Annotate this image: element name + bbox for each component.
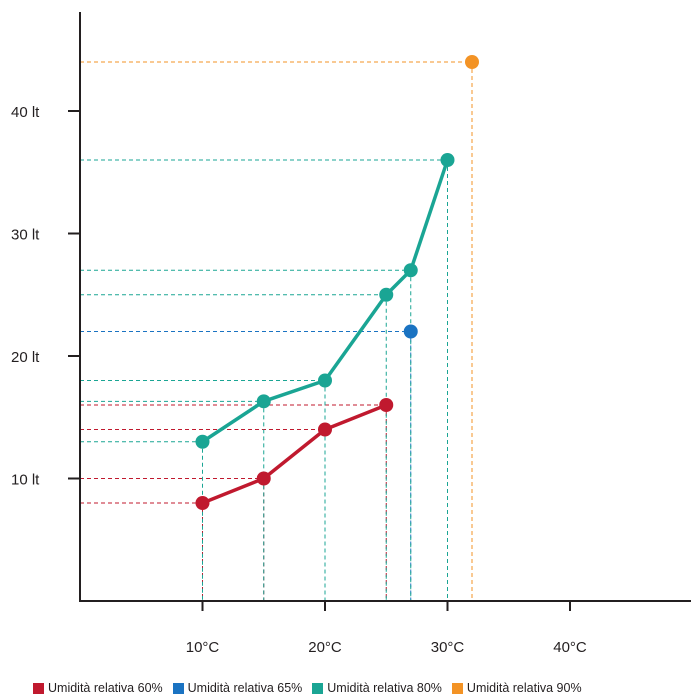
legend-item-90: Umidità relativa 90% [451,681,582,695]
series-line [201,403,387,505]
legend-swatch-65 [172,682,184,694]
legend-label-90: Umidità relativa 90% [466,681,582,695]
legend-swatch-80 [312,682,324,694]
legend-swatch-90 [451,682,463,694]
x-tick-label: 30°C [431,639,465,656]
series-line [201,159,450,444]
series-lines [201,159,450,505]
x-tick-label: 40°C [553,639,587,656]
data-point [465,55,479,69]
data-point [318,422,332,437]
y-tick-label: 30 lt [11,227,40,244]
data-point [195,496,210,510]
y-tick-label: 40 lt [11,104,40,121]
ticks: 10°C 20°C 30°C 40°C 10 lt 20 lt 30 lt 40 lt [11,104,587,656]
data-point [403,324,418,339]
legend-item-60: Umidità relativa 60% [33,681,163,695]
data-point [195,434,210,449]
data-point [379,398,394,412]
legend: Umidità relativa 60% Umidità relativa 65… [33,681,582,695]
legend-swatch-60 [33,682,44,694]
legend-label-65: Umidità relativa 65% [187,681,303,695]
y-tick-label: 10 lt [11,472,40,489]
data-points [195,55,479,510]
guide-lines [80,61,473,601]
data-point [379,287,394,302]
chart-canvas: 10°C 20°C 30°C 40°C 10 lt 20 lt 30 lt 40 lt [11,12,691,656]
axes [79,12,691,602]
data-point [256,394,271,409]
data-point [256,471,271,486]
data-point [318,373,332,388]
legend-item-65: Umidità relativa 65% [172,681,303,695]
legend-label-80: Umidità relativa 80% [327,681,442,695]
legend-label-60: Umidità relativa 60% [48,681,163,695]
x-tick-label: 20°C [308,639,342,656]
data-point [440,153,455,167]
x-tick-label: 10°C [186,639,220,656]
legend-item-80: Umidità relativa 80% [312,681,442,695]
y-tick-label: 20 lt [11,349,40,366]
data-point [403,263,418,278]
